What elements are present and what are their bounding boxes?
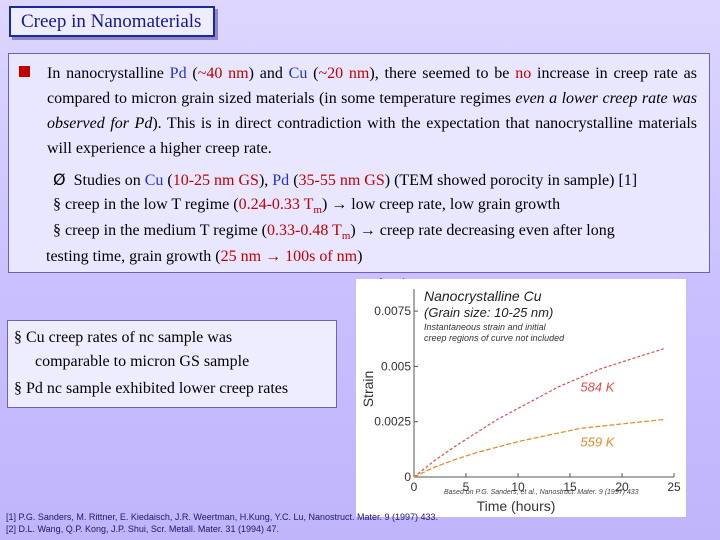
- grain-growth-range: 25 nm → 100s of nm: [220, 248, 358, 265]
- section-bullet-icon: §: [53, 222, 61, 239]
- med-t-cont-line: testing time, grain growth (25 nm → 100s…: [46, 248, 362, 266]
- grain-growth-text: ): [357, 248, 363, 265]
- tm-subscript: m: [313, 204, 322, 217]
- para-text: In nanocrystalline: [47, 65, 170, 82]
- para-text: increase in creep rate as compared to mi…: [47, 65, 698, 107]
- para-text: ). This is in direct contradiction with …: [47, 115, 698, 157]
- section-bullet-icon: §: [53, 196, 61, 213]
- x-tick-label: 10: [511, 480, 525, 494]
- summary-box: § Cu creep rates of nc sample was compar…: [7, 320, 337, 408]
- med-t-text: ) → creep rate decreasing even after lon…: [350, 222, 615, 239]
- series-label: 559 K: [580, 434, 615, 449]
- chart-source: Based on P.G. Sanders, et al., Nanostruc…: [444, 489, 639, 496]
- pd-label: Pd: [169, 65, 187, 82]
- x-axis-label: Time (hours): [477, 498, 556, 514]
- low-t-line: § creep in the low T regime (0.24-0.33 T…: [53, 196, 560, 216]
- intro-paragraph: In nanocrystalline Pd (~40 nm) and Cu (~…: [47, 61, 697, 161]
- reference-2: [2] D.L. Wang, Q.P. Kong, J.P. Shui, Scr…: [6, 524, 279, 534]
- x-tick-label: 0: [411, 480, 418, 494]
- x-tick-label: 15: [563, 480, 577, 494]
- cu-label: Cu: [288, 65, 308, 82]
- arrow-bullet-icon: Ø: [53, 170, 66, 189]
- studies-line: Ø Studies on Cu (10-25 nm GS), Pd (35-55…: [53, 170, 637, 190]
- chart-note-line-1: Instantaneous strain and initial: [424, 322, 547, 332]
- cu-grain-size: 10-25 nm GS: [172, 172, 259, 189]
- series-line-584-K: [413, 348, 664, 478]
- para-text: ), there seemed to be: [369, 65, 516, 82]
- x-tick-label: 25: [667, 480, 681, 494]
- studies-text: ) (TEM showed porocity in sample) [1]: [384, 172, 638, 189]
- low-t-text: ) → low creep rate, low grain growth: [321, 196, 561, 213]
- low-t-range: 0.24-0.33 T: [238, 196, 314, 213]
- y-axis-label: Strain: [360, 371, 376, 408]
- references: [1] P.G. Sanders, M. Rittner, E. Kiedais…: [6, 511, 438, 535]
- series-line-559-K: [413, 418, 664, 478]
- chart-title: Nanocrystalline Cu: [424, 288, 542, 304]
- chart-note-line-2: creep regions of curve not included: [424, 333, 565, 343]
- creep-chart-svg: Nanocrystalline Cu (Grain size: 10-25 nm…: [356, 279, 686, 517]
- slide-title: Creep in Nanomaterials: [9, 6, 215, 37]
- tm-subscript: m: [341, 230, 351, 243]
- studies-text: (: [289, 172, 299, 189]
- y-tick-label: 0.005: [381, 359, 411, 373]
- low-t-text: creep in the low T regime (: [65, 196, 239, 213]
- para-text: (: [186, 65, 198, 82]
- med-t-text: creep in the medium T regime (: [65, 222, 268, 239]
- cu-size: ~20 nm: [318, 65, 370, 82]
- med-t-line: § creep in the medium T regime (0.33-0.4…: [53, 222, 615, 242]
- studies-text: (: [163, 172, 173, 189]
- summary-line-3: § Pd nc sample exhibited lower creep rat…: [14, 380, 289, 397]
- y-tick-label: 0.0025: [374, 415, 411, 429]
- studies-text: Studies on: [73, 172, 145, 189]
- y-tick-label: 0.0075: [374, 304, 411, 318]
- italic-note: even a lower creep rate was observed for…: [47, 90, 698, 132]
- series-label: 584 K: [580, 379, 615, 394]
- creep-chart: Nanocrystalline Cu (Grain size: 10-25 nm…: [356, 279, 686, 522]
- pd-label: Pd: [272, 172, 290, 189]
- chart-subtitle: (Grain size: 10-25 nm): [424, 305, 553, 320]
- studies-text: ),: [258, 172, 273, 189]
- main-text-box: In nanocrystalline Pd (~40 nm) and Cu (~…: [8, 53, 710, 273]
- x-tick-label: 20: [615, 480, 629, 494]
- para-text: ) and: [248, 65, 289, 82]
- x-tick-label: 5: [463, 480, 470, 494]
- med-t-range: 0.33-0.48 T: [267, 222, 342, 239]
- no-emphasis: no: [515, 65, 532, 82]
- para-text: (: [307, 65, 319, 82]
- cu-label: Cu: [144, 172, 164, 189]
- pd-grain-size: 35-55 nm GS: [298, 172, 385, 189]
- summary-line-1: § Cu creep rates of nc sample was: [14, 329, 233, 346]
- summary-line-2: comparable to micron GS sample: [35, 353, 250, 370]
- square-bullet-icon: [19, 66, 30, 77]
- grain-growth-text: testing time, grain growth (: [46, 248, 221, 265]
- pd-size: ~40 nm: [197, 65, 249, 82]
- y-tick-label: 0: [404, 470, 411, 484]
- reference-1: [1] P.G. Sanders, M. Rittner, E. Kiedais…: [6, 512, 439, 522]
